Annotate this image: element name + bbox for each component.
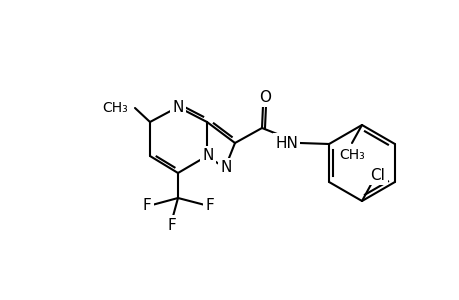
Text: HN: HN (274, 136, 297, 151)
Text: N: N (220, 160, 231, 175)
Text: F: F (167, 218, 176, 232)
Text: N: N (202, 148, 213, 164)
Text: O: O (258, 90, 270, 105)
Text: Cl: Cl (370, 167, 385, 182)
Text: N: N (172, 100, 183, 115)
Text: CH₃: CH₃ (338, 148, 364, 162)
Text: CH₃: CH₃ (102, 101, 128, 115)
Text: F: F (205, 197, 214, 212)
Text: F: F (142, 197, 151, 212)
